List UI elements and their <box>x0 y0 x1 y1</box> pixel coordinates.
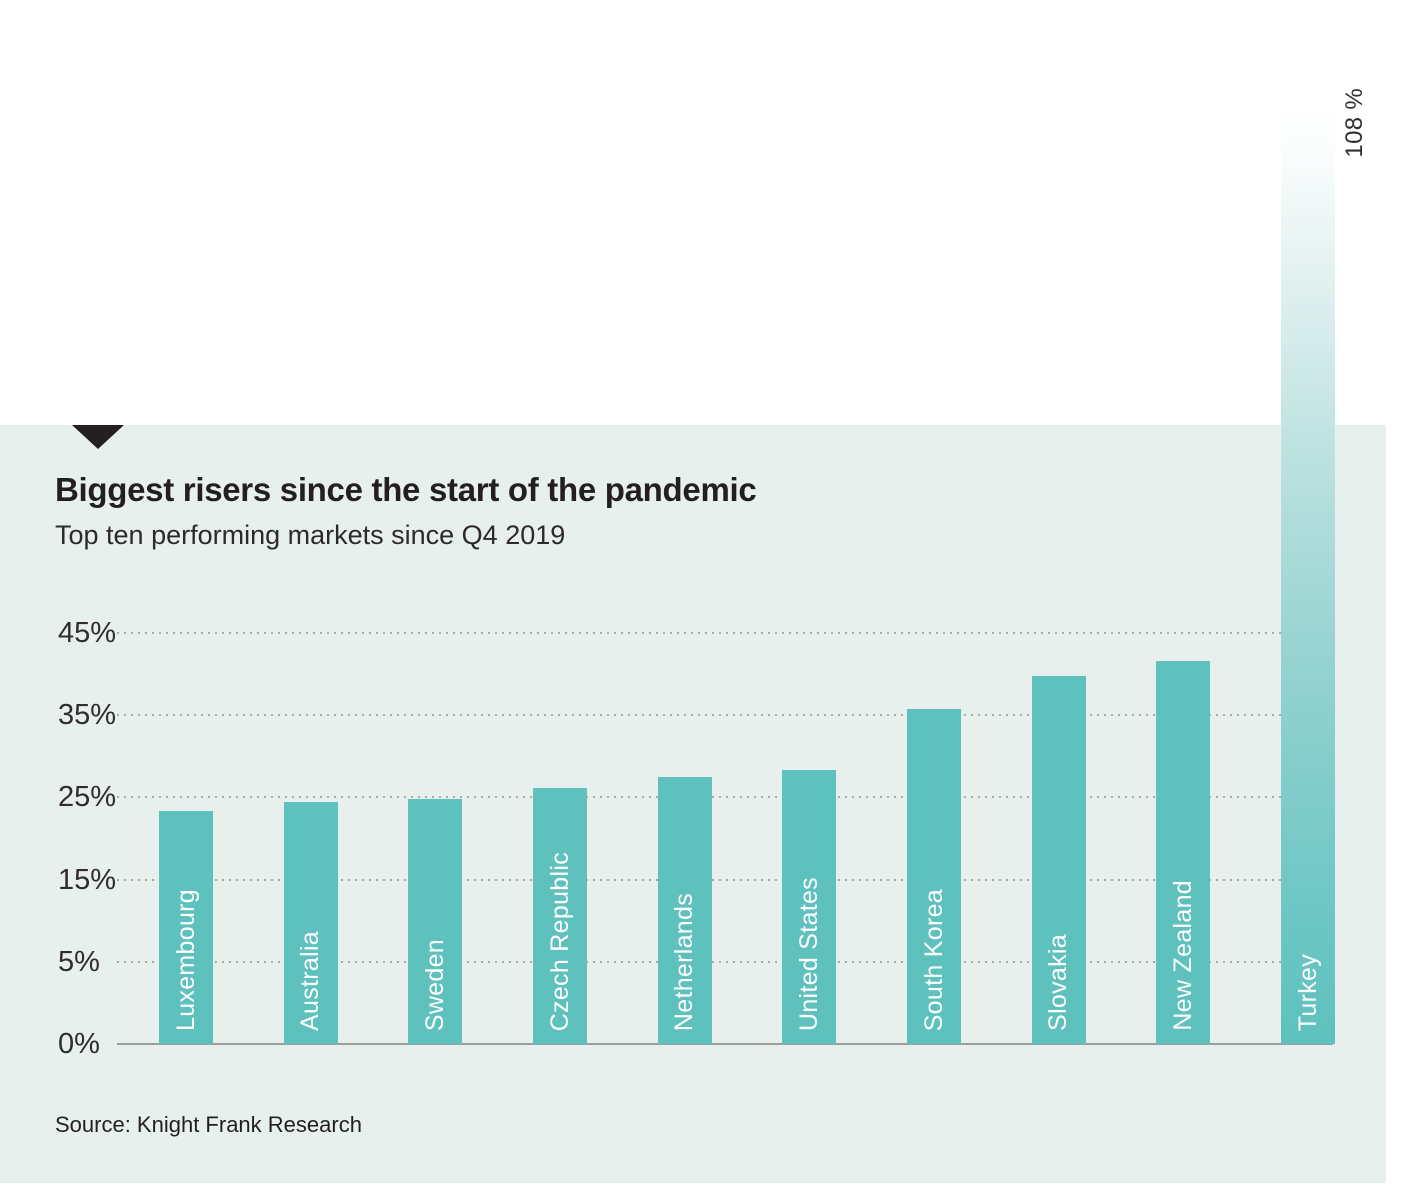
source-attribution: Source: Knight Frank Research <box>55 1112 362 1137</box>
bar-label-wrap: Turkey <box>1281 954 1335 1031</box>
bar-label-wrap: Czech Republic <box>533 852 587 1031</box>
bar-label-united-states: United States <box>794 876 823 1031</box>
gridline-25- <box>117 796 1333 799</box>
bar-australia: Australia <box>283 802 338 1044</box>
bar-luxembourg: Luxembourg <box>159 811 213 1044</box>
overflow-value-label: 108 % <box>1341 88 1368 158</box>
gridline-35- <box>117 714 1333 717</box>
section-marker-triangle-icon <box>72 425 124 449</box>
chart-subtitle: Top ten performing markets since Q4 2019 <box>55 520 566 550</box>
bar-label-turkey: Turkey <box>1293 953 1322 1031</box>
bar-sweden: Sweden <box>408 799 463 1044</box>
y-tick-label-15-: 15% <box>58 863 117 896</box>
bar-label-czech-republic: Czech Republic <box>545 851 574 1031</box>
bar-czech-republic: Czech Republic <box>533 787 587 1044</box>
bar-label-luxembourg: Luxembourg <box>171 889 200 1031</box>
y-tick-label-0-: 0% <box>58 1028 100 1060</box>
bar-label-wrap: United States <box>782 877 836 1031</box>
bar-label-wrap: Australia <box>284 931 338 1031</box>
bar-label-sweden: Sweden <box>420 938 449 1031</box>
bar-label-wrap: Luxembourg <box>159 889 213 1031</box>
bar-label-wrap: Netherlands <box>658 893 712 1031</box>
x-axis-baseline <box>117 1043 1333 1045</box>
gridline-15- <box>117 878 1333 881</box>
bar-label-south-korea: South Korea <box>919 888 948 1031</box>
bar-south-korea: South Korea <box>907 708 961 1044</box>
bar-turkey: Turkey <box>1281 115 1335 1044</box>
bar-label-new-zealand: New Zealand <box>1168 880 1197 1031</box>
bar-new-zealand: New Zealand <box>1156 660 1211 1044</box>
bar-label-slovakia: Slovakia <box>1044 934 1073 1031</box>
bar-label-australia: Australia <box>296 931 325 1031</box>
chart-title: Biggest risers since the start of the pa… <box>55 471 757 508</box>
bar-label-wrap: Slovakia <box>1032 934 1086 1031</box>
bar-united-states: United States <box>782 770 837 1044</box>
bar-label-wrap: New Zealand <box>1156 880 1210 1031</box>
gridline-5- <box>117 960 1333 963</box>
y-tick-label-5-: 5% <box>58 945 100 978</box>
y-tick-label-25-: 25% <box>58 781 117 814</box>
gridline-45- <box>117 632 1333 634</box>
y-tick-label-35-: 35% <box>58 699 117 732</box>
bar-label-wrap: South Korea <box>907 889 961 1031</box>
bar-label-wrap: Sweden <box>408 939 462 1031</box>
y-tick-label-45-: 45% <box>58 617 117 649</box>
bar-netherlands: Netherlands <box>657 776 712 1044</box>
bar-label-netherlands: Netherlands <box>670 892 699 1031</box>
bar-slovakia: Slovakia <box>1031 675 1086 1044</box>
